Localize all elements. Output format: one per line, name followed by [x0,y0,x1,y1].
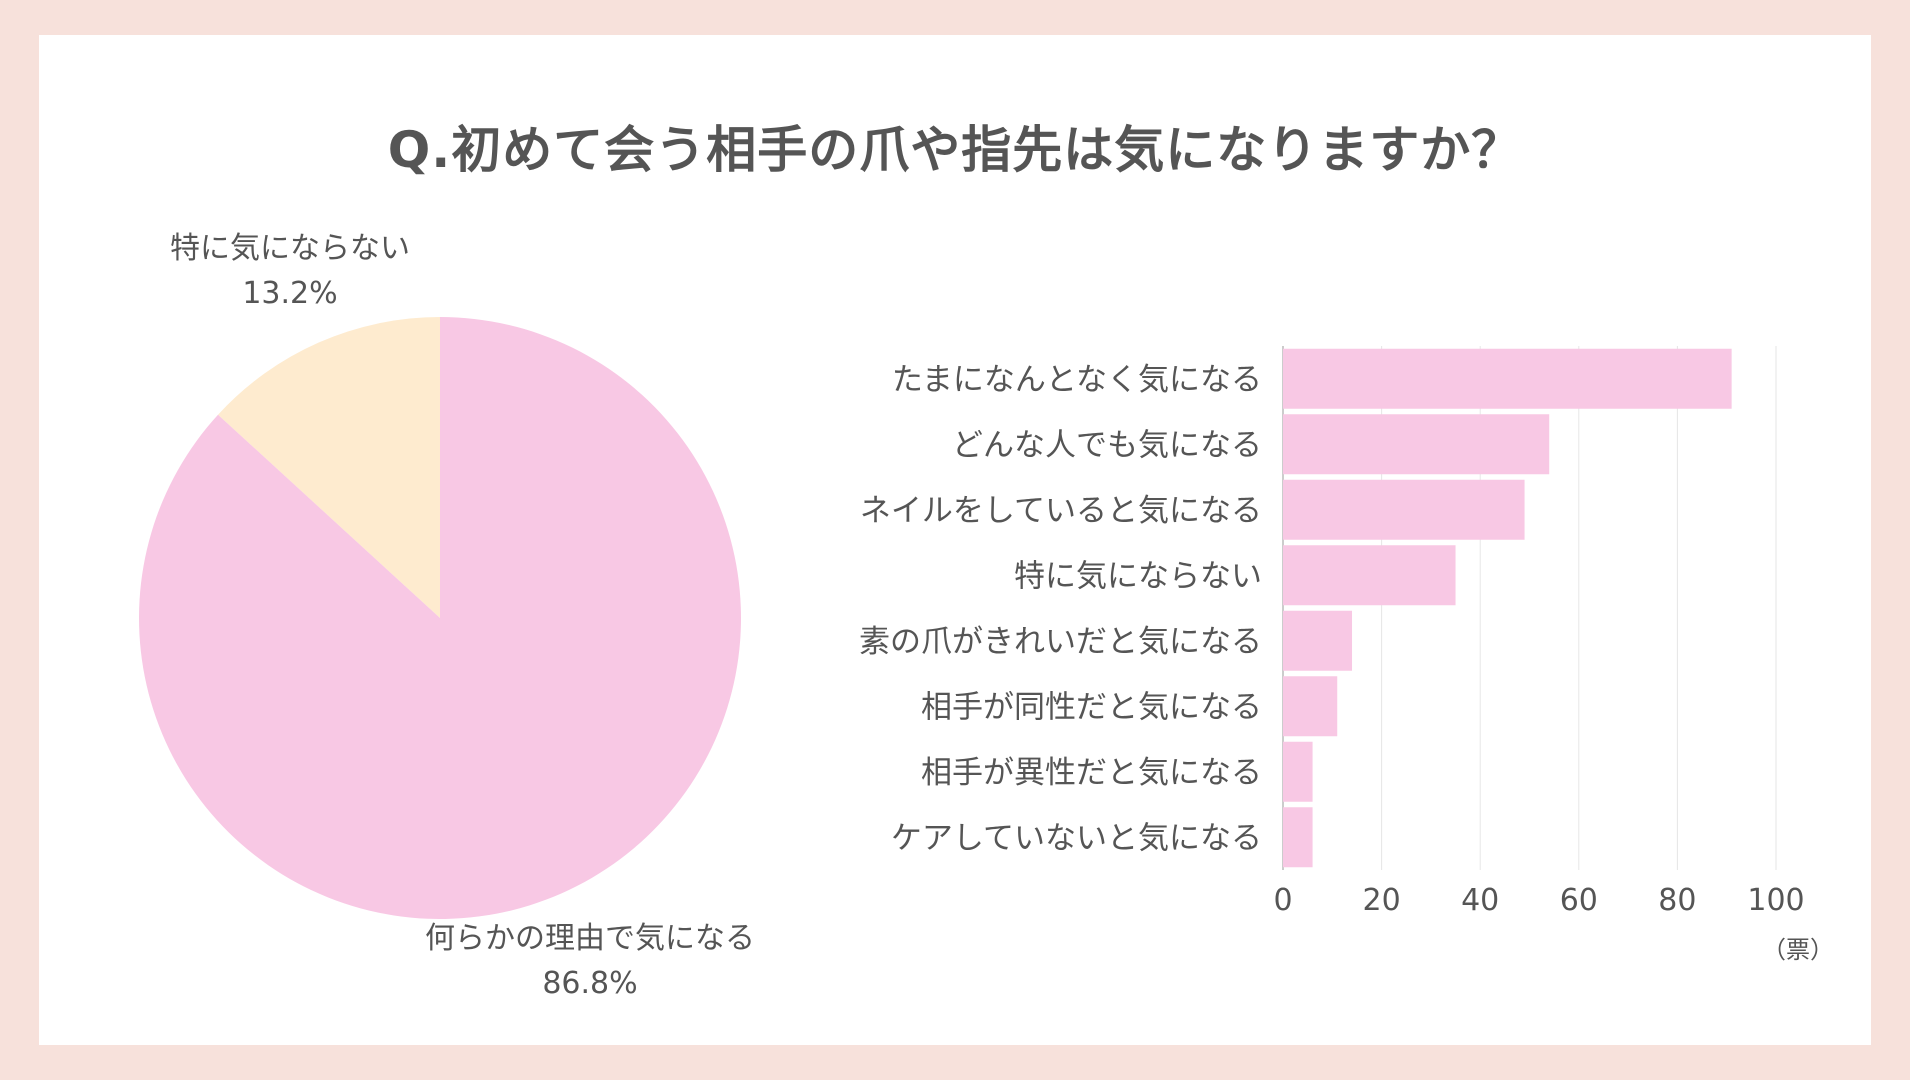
x-tick-label-3: 60 [1560,883,1598,918]
bar-category-label-6: 相手が異性だと気になる [921,755,1262,791]
bar-6 [1283,741,1313,802]
bar-category-label-1: どんな人でも気になる [952,427,1262,463]
bar-category-label-5: 相手が同性だと気になる [921,689,1262,725]
pie-chart: 特に気にならない 13.2% 何らかの理由で気になる 86.8% [139,231,755,1001]
pie-slice-1 [139,317,741,920]
bar-category-label-7: ケアしていないと気になる [891,820,1262,856]
bar-chart: たまになんとなく気になるどんな人でも気になるネイルをしていると気になる特に気にな… [859,346,1834,964]
x-tick-label-2: 40 [1461,883,1499,918]
pie-value-1: 86.8% [542,966,637,1001]
bar-3 [1283,545,1456,606]
x-tick-label-5: 100 [1747,883,1804,918]
pie-label-0: 特に気にならない [170,231,410,266]
x-tick-label-1: 20 [1363,883,1401,918]
bar-0 [1283,348,1732,409]
x-unit-label: （票） [1762,936,1834,964]
bar-1 [1283,414,1550,475]
bar-2 [1283,479,1525,540]
bar-category-label-4: 素の爪がきれいだと気になる [859,624,1262,660]
pie-value-0: 13.2% [242,276,337,311]
bar-category-label-2: ネイルをしていると気になる [860,493,1262,529]
x-tick-label-0: 0 [1273,883,1292,918]
x-tick-label-4: 80 [1658,883,1696,918]
bar-category-label-3: 特に気にならない [1014,558,1262,594]
pie-label-1: 何らかの理由で気になる [425,921,755,956]
pie-slice-0 [218,317,440,618]
chart-title: Q.初めて会う相手の爪や指先は気になりますか？ [387,121,1523,179]
bar-category-label-0: たまになんとなく気になる [892,362,1262,398]
bar-4 [1283,610,1353,671]
bar-7 [1283,807,1313,868]
bar-5 [1283,676,1338,737]
